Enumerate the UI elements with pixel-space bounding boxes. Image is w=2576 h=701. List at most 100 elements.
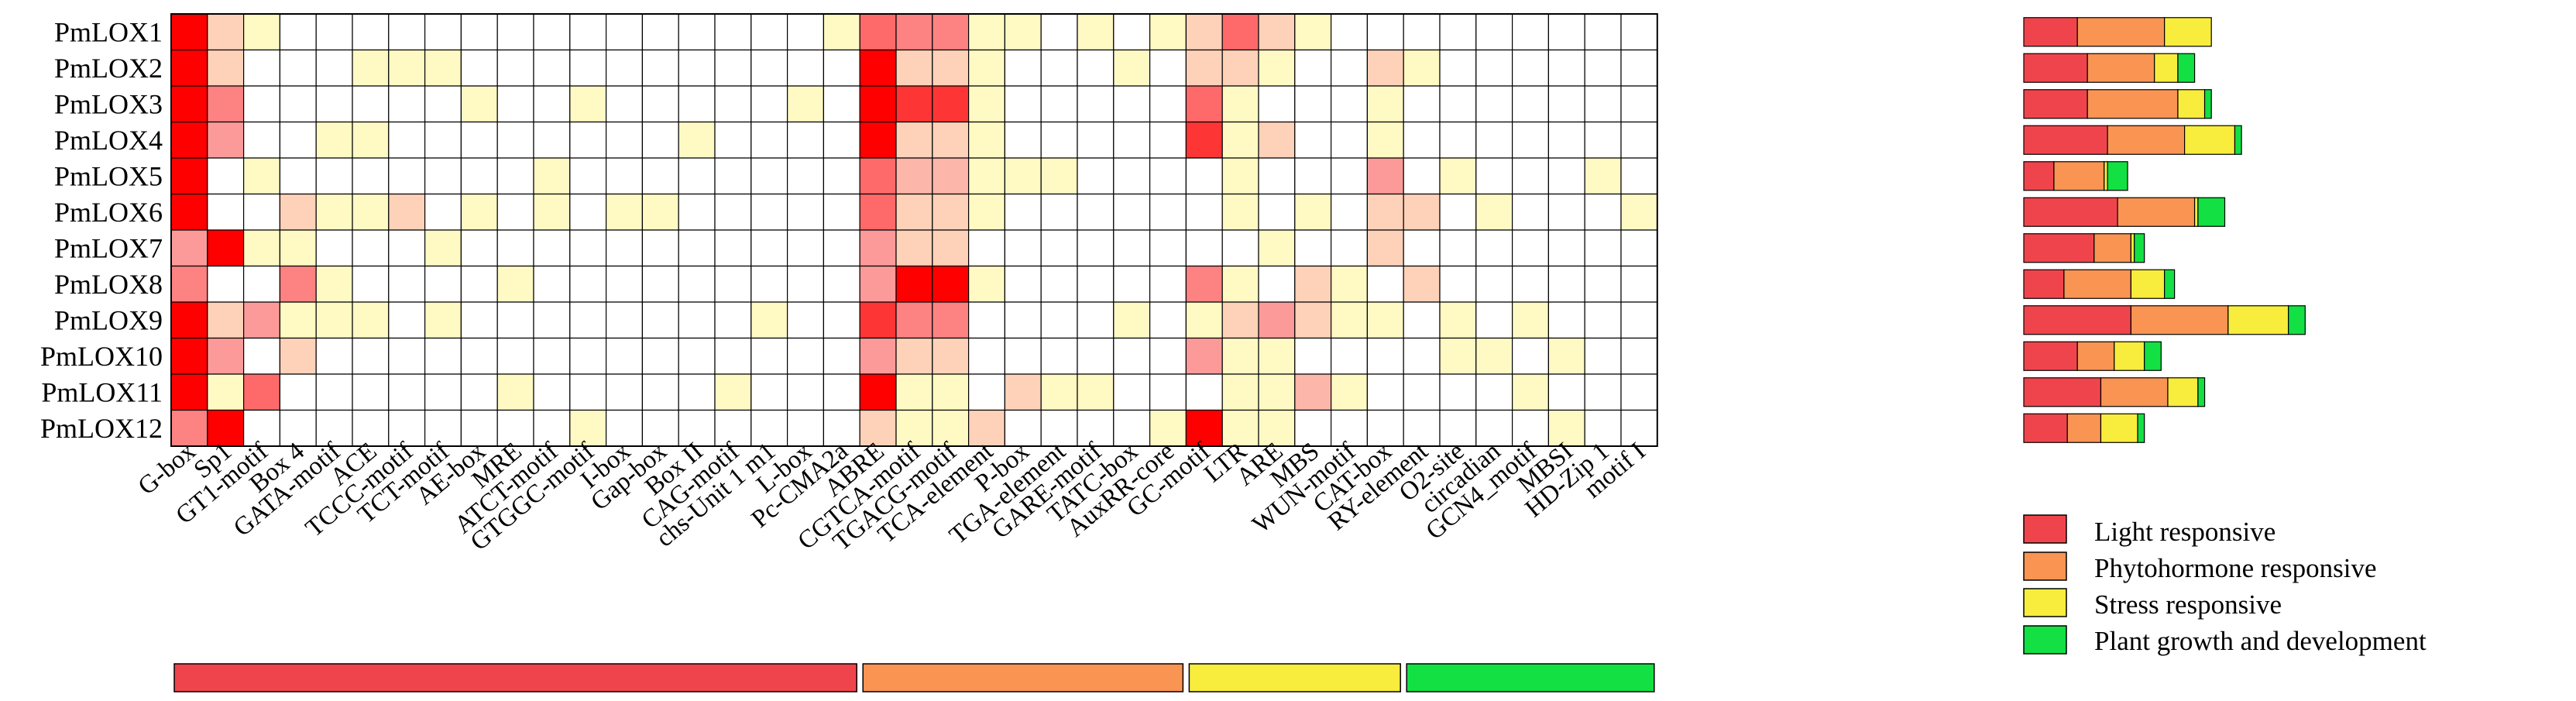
heatmap-cell-pmlox9-ltr	[1221, 301, 1259, 339]
heatmap-cell-pmlox7-box-4	[279, 229, 317, 267]
row-label-pmlox10: PmLOX10	[40, 341, 163, 372]
heatmap-cell-pmlox7-ltr	[1221, 229, 1259, 267]
heatmap-cell-pmlox10-ry-element	[1403, 337, 1441, 375]
heatmap-cell-pmlox4-gap-box	[641, 121, 679, 159]
heatmap-cell-pmlox8-ltr	[1221, 265, 1259, 303]
heatmap-cell-pmlox8-box-ii	[678, 265, 716, 303]
heatmap-cell-pmlox11-atct-motif	[533, 373, 571, 411]
heatmap-cell-pmlox11-motif-i	[1620, 373, 1658, 411]
heatmap-cell-pmlox4-tga-element	[1040, 121, 1078, 159]
heatmap-cell-pmlox11-auxrr-core	[1149, 373, 1187, 411]
promoter-element-heatmap	[170, 13, 1658, 447]
heatmap-cell-pmlox3-auxrr-core	[1149, 85, 1187, 123]
heatmap-cell-pmlox1-atct-motif	[533, 13, 571, 51]
heatmap-cell-pmlox7-tct-motif	[424, 229, 462, 267]
heatmap-cell-pmlox3-gtggc-motif	[569, 85, 607, 123]
heatmap-cell-pmlox10-ltr	[1221, 337, 1259, 375]
bar-pmlox6-phytohormone-responsive	[2117, 197, 2196, 227]
bar-pmlox12-plant-growth-and-development	[2137, 413, 2145, 443]
heatmap-cell-pmlox10-tgacg-motif	[932, 337, 970, 375]
heatmap-cell-pmlox5-chs-unit-1-m1	[750, 157, 788, 195]
heatmap-cell-pmlox7-mbsi	[1547, 229, 1585, 267]
bar-pmlox5-stress-responsive	[2104, 161, 2108, 191]
heatmap-cell-pmlox10-wun-motif	[1330, 337, 1368, 375]
row-label-pmlox7: PmLOX7	[54, 232, 163, 263]
bar-pmlox8-light-responsive	[2023, 269, 2065, 299]
legend-label-stress: Stress responsive	[2094, 589, 2282, 620]
heatmap-cell-pmlox1-auxrr-core	[1149, 13, 1187, 51]
heatmap-cell-pmlox2-gare-motif	[1077, 49, 1115, 87]
heatmap-cell-pmlox12-tct-motif	[424, 409, 462, 447]
heatmap-cell-pmlox1-tga-element	[1040, 13, 1078, 51]
heatmap-cell-pmlox2-pc-cma2a	[823, 49, 860, 87]
heatmap-cell-pmlox10-gare-motif	[1077, 337, 1115, 375]
bar-pmlox2-plant-growth-and-development	[2177, 53, 2196, 83]
heatmap-cell-pmlox2-atct-motif	[533, 49, 571, 87]
heatmap-cell-pmlox12-ae-box	[460, 409, 498, 447]
heatmap-cell-pmlox8-abre	[859, 265, 897, 303]
heatmap-cell-pmlox12-gare-motif	[1077, 409, 1115, 447]
heatmap-cell-pmlox1-tatc-box	[1113, 13, 1151, 51]
heatmap-cell-pmlox7-tatc-box	[1113, 229, 1151, 267]
heatmap-cell-pmlox12-l-box	[786, 409, 824, 447]
heatmap-cell-pmlox11-g-box	[170, 373, 208, 411]
heatmap-cell-pmlox8-cag-motif	[714, 265, 752, 303]
heatmap-cell-pmlox12-i-box	[605, 409, 643, 447]
bar-pmlox6-plant-growth-and-development	[2197, 197, 2226, 227]
heatmap-cell-pmlox5-atct-motif	[533, 157, 571, 195]
heatmap-cell-pmlox11-ace	[352, 373, 390, 411]
heatmap-cell-pmlox8-ry-element	[1403, 265, 1441, 303]
group-bar-phytohormone-responsive	[862, 663, 1184, 692]
heatmap-cell-pmlox9-g-box	[170, 301, 208, 339]
heatmap-cell-pmlox7-gc-motif	[1185, 229, 1223, 267]
heatmap-cell-pmlox1-circadian	[1475, 13, 1513, 51]
heatmap-cell-pmlox6-atct-motif	[533, 193, 571, 231]
heatmap-cell-pmlox1-hd-zip-1	[1584, 13, 1622, 51]
heatmap-cell-pmlox12-motif-i	[1620, 409, 1658, 447]
heatmap-cell-pmlox8-atct-motif	[533, 265, 571, 303]
heatmap-cell-pmlox12-ace	[352, 409, 390, 447]
heatmap-cell-pmlox12-wun-motif	[1330, 409, 1368, 447]
heatmap-cell-pmlox4-cat-box	[1366, 121, 1404, 159]
heatmap-cell-pmlox4-ltr	[1221, 121, 1259, 159]
heatmap-cell-pmlox1-pc-cma2a	[823, 13, 860, 51]
heatmap-cell-pmlox11-i-box	[605, 373, 643, 411]
heatmap-cell-pmlox3-circadian	[1475, 85, 1513, 123]
heatmap-cell-pmlox2-cag-motif	[714, 49, 752, 87]
heatmap-cell-pmlox9-circadian	[1475, 301, 1513, 339]
heatmap-cell-pmlox3-tccc-motif	[388, 85, 426, 123]
heatmap-cell-pmlox10-motif-i	[1620, 337, 1658, 375]
heatmap-cell-pmlox3-are	[1258, 85, 1296, 123]
heatmap-cell-pmlox2-o2-site	[1439, 49, 1477, 87]
bar-pmlox9-light-responsive	[2023, 305, 2131, 335]
heatmap-cell-pmlox4-g-box	[170, 121, 208, 159]
heatmap-cell-pmlox6-box-ii	[678, 193, 716, 231]
heatmap-cell-pmlox9-tct-motif	[424, 301, 462, 339]
heatmap-cell-pmlox4-box-ii	[678, 121, 716, 159]
heatmap-cell-pmlox9-chs-unit-1-m1	[750, 301, 788, 339]
heatmap-cell-pmlox4-tca-element	[967, 121, 1005, 159]
heatmap-cell-pmlox12-abre	[859, 409, 897, 447]
heatmap-cell-pmlox5-gcn4-motif	[1511, 157, 1549, 195]
heatmap-cell-pmlox6-gare-motif	[1077, 193, 1115, 231]
heatmap-cell-pmlox1-cat-box	[1366, 13, 1404, 51]
heatmap-cell-pmlox7-auxrr-core	[1149, 229, 1187, 267]
heatmap-cell-pmlox6-tgacg-motif	[932, 193, 970, 231]
legend-label-light: Light responsive	[2094, 517, 2275, 547]
bar-pmlox11-light-responsive	[2023, 377, 2102, 407]
heatmap-cell-pmlox11-o2-site	[1439, 373, 1477, 411]
heatmap-cell-pmlox5-tccc-motif	[388, 157, 426, 195]
heatmap-cell-pmlox11-box-ii	[678, 373, 716, 411]
legend-label-growth: Plant growth and development	[2094, 626, 2427, 656]
heatmap-cell-pmlox1-gap-box	[641, 13, 679, 51]
heatmap-cell-pmlox2-tatc-box	[1113, 49, 1151, 87]
heatmap-cell-pmlox4-gt1-motif	[243, 121, 281, 159]
heatmap-cell-pmlox2-cat-box	[1366, 49, 1404, 87]
heatmap-cell-pmlox4-tgacg-motif	[932, 121, 970, 159]
bar-pmlox3-phytohormone-responsive	[2087, 89, 2179, 119]
heatmap-cell-pmlox3-gt1-motif	[243, 85, 281, 123]
heatmap-cell-pmlox6-gt1-motif	[243, 193, 281, 231]
heatmap-cell-pmlox10-mbs	[1294, 337, 1332, 375]
bar-pmlox11-plant-growth-and-development	[2197, 377, 2206, 407]
heatmap-cell-pmlox1-gata-motif	[315, 13, 353, 51]
